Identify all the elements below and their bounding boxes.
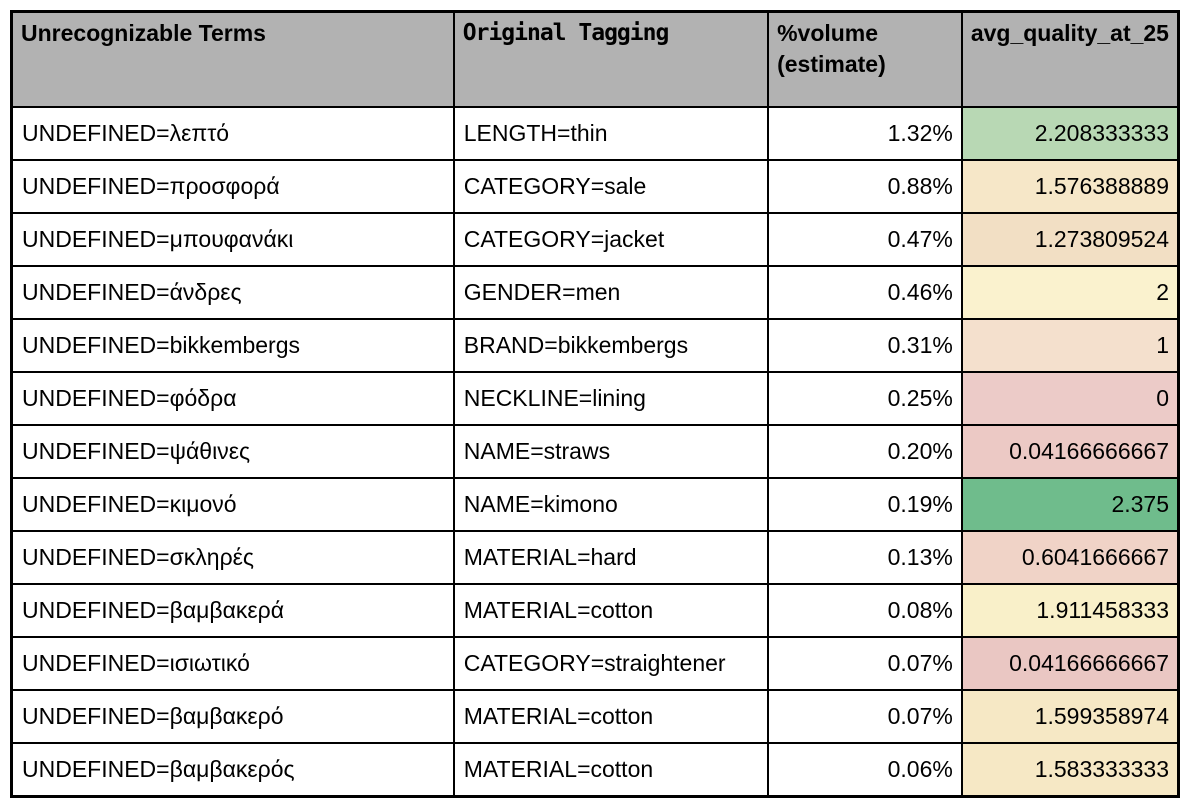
tagging-cell: NECKLINE=lining [452,371,770,426]
table-row: UNDEFINED=bikkembergs BRAND=bikkembergs 0.… [10,318,1180,373]
tagging-cell: MATERIAL=cotton [452,583,770,638]
term-cell: UNDEFINED=βαμβακερός [10,742,455,798]
term-cell: UNDEFINED=μπουφανάκι [10,212,455,267]
quality-cell: 0.04166666667 [960,636,1180,691]
table-row: UNDEFINED=λεπτό LENGTH=thin 1.32% 2.2083333… [10,106,1180,161]
quality-cell: 0.04166666667 [960,424,1180,479]
term-cell: UNDEFINED=άνδρες [10,265,455,320]
volume-cell: 0.13% [767,530,963,585]
table-body: UNDEFINED=λεπτό LENGTH=thin 1.32% 2.2083333… [10,106,1180,798]
table-row: UNDEFINED=προσφορά CATEGORY=sale 0.88% 1.57… [10,159,1180,214]
table-row: UNDEFINED=άνδρες GENDER=men 0.46% 2 [10,265,1180,320]
tagging-cell: CATEGORY=straightener [452,636,770,691]
volume-cell: 0.07% [767,636,963,691]
volume-cell: 0.19% [767,477,963,532]
table-header: Unrecognizable Terms Original Tagging %v… [10,10,1180,108]
table-row: UNDEFINED=βαμβακερά MATERIAL=cotton 0.08% 1… [10,583,1180,638]
term-cell: UNDEFINED=λεπτό [10,106,455,161]
volume-cell: 1.32% [767,106,963,161]
volume-cell: 0.20% [767,424,963,479]
term-cell: UNDEFINED=ψάθινες [10,424,455,479]
header-volume-estimate: %volume (estimate) [767,10,963,108]
quality-cell: 1.599358974 [960,689,1180,744]
quality-cell: 1.576388889 [960,159,1180,214]
term-cell: UNDEFINED=κιμονό [10,477,455,532]
table-row: UNDEFINED=βαμβακερός MATERIAL=cotton 0.06%… [10,742,1180,798]
term-cell: UNDEFINED=βαμβακερό [10,689,455,744]
volume-cell: 0.31% [767,318,963,373]
quality-cell: 2.208333333 [960,106,1180,161]
term-cell: UNDEFINED=φόδρα [10,371,455,426]
terms-quality-table-container: Unrecognizable Terms Original Tagging %v… [10,10,1180,798]
tagging-cell: NAME=straws [452,424,770,479]
table-row: UNDEFINED=κιμονό NAME=kimono 0.19% 2.375 [10,477,1180,532]
quality-cell: 1.911458333 [960,583,1180,638]
tagging-cell: BRAND=bikkembergs [452,318,770,373]
tagging-cell: MATERIAL=cotton [452,742,770,798]
volume-cell: 0.06% [767,742,963,798]
header-unrecognizable-terms: Unrecognizable Terms [10,10,455,108]
volume-cell: 0.07% [767,689,963,744]
quality-cell: 1 [960,318,1180,373]
term-cell: UNDEFINED=ισιωτικό [10,636,455,691]
tagging-cell: CATEGORY=sale [452,159,770,214]
quality-cell: 2.375 [960,477,1180,532]
term-cell: UNDEFINED=bikkembergs [10,318,455,373]
header-original-tagging: Original Tagging [452,10,770,108]
table-row: UNDEFINED=βαμβακερό MATERIAL=cotton 0.07% 1… [10,689,1180,744]
tagging-cell: NAME=kimono [452,477,770,532]
table-row: UNDEFINED=ψάθινες NAME=straws 0.20% 0.04166… [10,424,1180,479]
volume-cell: 0.25% [767,371,963,426]
tagging-cell: MATERIAL=cotton [452,689,770,744]
table-row: UNDEFINED=φόδρα NECKLINE=lining 0.25% 0 [10,371,1180,426]
tagging-cell: GENDER=men [452,265,770,320]
tagging-cell: MATERIAL=hard [452,530,770,585]
volume-cell: 0.46% [767,265,963,320]
tagging-cell: CATEGORY=jacket [452,212,770,267]
quality-cell: 0.6041666667 [960,530,1180,585]
table-row: UNDEFINED=μπουφανάκι CATEGORY=jacket 0.47%… [10,212,1180,267]
volume-cell: 0.47% [767,212,963,267]
table-row: UNDEFINED=ισιωτικό CATEGORY=straightener 0… [10,636,1180,691]
header-avg-quality-at-25: avg_quality_at_25 [960,10,1180,108]
volume-cell: 0.88% [767,159,963,214]
term-cell: UNDEFINED=σκληρές [10,530,455,585]
table-row: UNDEFINED=σκληρές MATERIAL=hard 0.13% 0.604… [10,530,1180,585]
tagging-cell: LENGTH=thin [452,106,770,161]
quality-cell: 2 [960,265,1180,320]
term-cell: UNDEFINED=βαμβακερά [10,583,455,638]
header-row: Unrecognizable Terms Original Tagging %v… [10,10,1180,108]
terms-quality-table: Unrecognizable Terms Original Tagging %v… [10,10,1180,798]
term-cell: UNDEFINED=προσφορά [10,159,455,214]
volume-cell: 0.08% [767,583,963,638]
quality-cell: 1.583333333 [960,742,1180,798]
quality-cell: 0 [960,371,1180,426]
quality-cell: 1.273809524 [960,212,1180,267]
